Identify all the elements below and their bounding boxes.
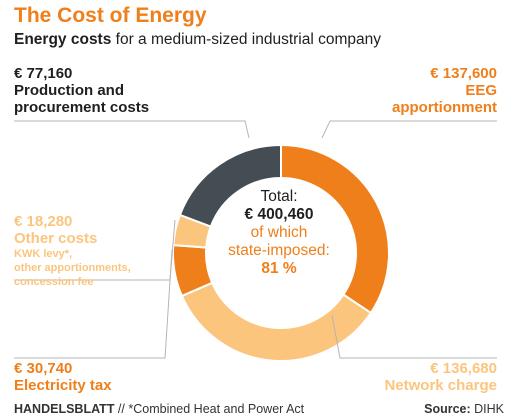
leader-electricity <box>14 249 173 359</box>
donut-center-text: Total: € 400,460 of which state-imposed:… <box>209 188 349 278</box>
leader-network <box>331 314 497 359</box>
center-state-label-2: state-imposed: <box>228 242 330 259</box>
slice-production-and-procurement-costs <box>178 143 282 228</box>
label-network-line1: Network charge <box>384 377 497 394</box>
label-other: € 18,280 Other costs KWK levy*, other ap… <box>14 213 131 289</box>
leader-eeg <box>321 120 497 139</box>
label-other-note2: other apportionments, <box>14 262 131 274</box>
subtitle-bold: Energy costs <box>14 31 112 48</box>
label-other-line1: Other costs <box>14 230 98 247</box>
label-other-note1: KWK levy*, <box>14 248 73 260</box>
label-other-value: € 18,280 <box>14 213 73 230</box>
footer-separator: // <box>114 402 129 416</box>
label-eeg: € 137,600 EEG apportionment <box>392 65 497 116</box>
label-production-value: € 77,160 <box>14 65 73 82</box>
subtitle-rest: for a medium-sized industrial company <box>111 31 381 48</box>
footer-source: Source: DIHK <box>424 402 504 416</box>
footer-source-label: Source: <box>424 402 471 416</box>
label-network-value: € 136,680 <box>430 360 497 377</box>
label-production: € 77,160 Production and procurement cost… <box>14 65 149 116</box>
footer-note: *Combined Heat and Power Act <box>128 402 305 416</box>
label-eeg-value: € 137,600 <box>430 65 497 82</box>
center-state-value: 81 % <box>261 260 297 277</box>
center-total-label: Total: <box>260 188 298 205</box>
center-total-value: € 400,460 <box>244 206 314 223</box>
label-other-note3: concession fee <box>14 276 94 288</box>
chart-subtitle: Energy costs for a medium-sized industri… <box>14 31 381 49</box>
label-network: € 136,680 Network charge <box>384 360 497 394</box>
footer-credits: HANDELSBLATT // *Combined Heat and Power… <box>14 402 304 416</box>
footer-source-value: DIHK <box>470 402 504 416</box>
donut-slices <box>172 143 390 362</box>
leader-lines <box>14 120 497 359</box>
label-electricity-value: € 30,740 <box>14 360 73 377</box>
center-state-label-1: of which <box>250 224 308 241</box>
leader-production <box>14 120 250 139</box>
label-eeg-line1: EEG <box>465 82 497 99</box>
label-electricity: € 30,740 Electricity tax <box>14 360 112 394</box>
slice-network-charge <box>180 281 373 362</box>
label-electricity-line1: Electricity tax <box>14 377 112 394</box>
footer-brand: HANDELSBLATT <box>14 402 115 416</box>
label-eeg-line2: apportionment <box>392 99 497 116</box>
chart-title: The Cost of Energy <box>14 4 207 27</box>
label-production-line2: procurement costs <box>14 99 150 116</box>
label-production-line1: Production and <box>14 82 124 99</box>
